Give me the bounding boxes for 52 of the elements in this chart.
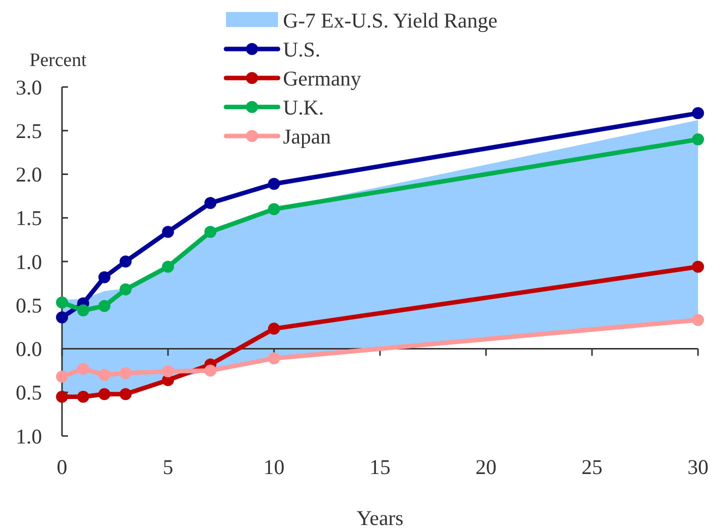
point (98, 388, 110, 400)
point (56, 390, 68, 403)
legend-label: U.S. (283, 37, 320, 62)
legend-label: Germany (283, 66, 362, 90)
point (204, 226, 216, 238)
y-tick-label: 2.5 (16, 118, 42, 143)
point (268, 322, 280, 335)
point (98, 271, 110, 284)
x-tick-label: 20 (476, 455, 496, 479)
y-tick-label: 3.0 (16, 75, 42, 100)
y-tick-label: 0.0 (16, 337, 42, 362)
x-tick-label: 30 (688, 455, 708, 479)
y-tick-label: 2.0 (16, 162, 42, 187)
y-tick-label: 0.5 (16, 380, 42, 405)
point (162, 226, 174, 238)
point (120, 388, 132, 400)
y-tick-label: 1.0 (16, 424, 42, 448)
point (77, 304, 90, 316)
point (56, 296, 68, 309)
x-axis-title: Years (356, 506, 404, 530)
point (98, 368, 110, 381)
x-tick-label: 15 (370, 455, 390, 479)
point (98, 300, 110, 312)
point (56, 311, 68, 324)
x-tick-label: 5 (162, 455, 174, 479)
point (77, 390, 90, 403)
point (120, 367, 132, 380)
legend-label: G-7 Ex-U.S. Yield Range (283, 8, 498, 32)
y-tick-label: 1.0 (16, 250, 42, 274)
point (162, 365, 174, 378)
point (692, 260, 704, 273)
x-tick-label: 0 (56, 455, 68, 479)
legend-label: U.K. (283, 95, 324, 120)
point (120, 283, 132, 296)
point (204, 364, 216, 377)
point (204, 197, 216, 210)
point (268, 178, 280, 190)
x-tick-label: 10 (264, 455, 284, 479)
point (120, 256, 132, 268)
legend-label: Japan (283, 124, 332, 148)
point (692, 314, 704, 326)
y-tick-label: 0.5 (16, 293, 42, 318)
point (77, 362, 90, 375)
y-tick-label: 1.5 (16, 206, 42, 230)
point (268, 203, 280, 216)
point (692, 107, 704, 120)
point (56, 370, 68, 383)
point (268, 352, 280, 364)
point (162, 260, 174, 273)
point (692, 133, 704, 146)
x-tick-label: 25 (582, 455, 602, 479)
y-axis-title: Percent (30, 50, 88, 71)
